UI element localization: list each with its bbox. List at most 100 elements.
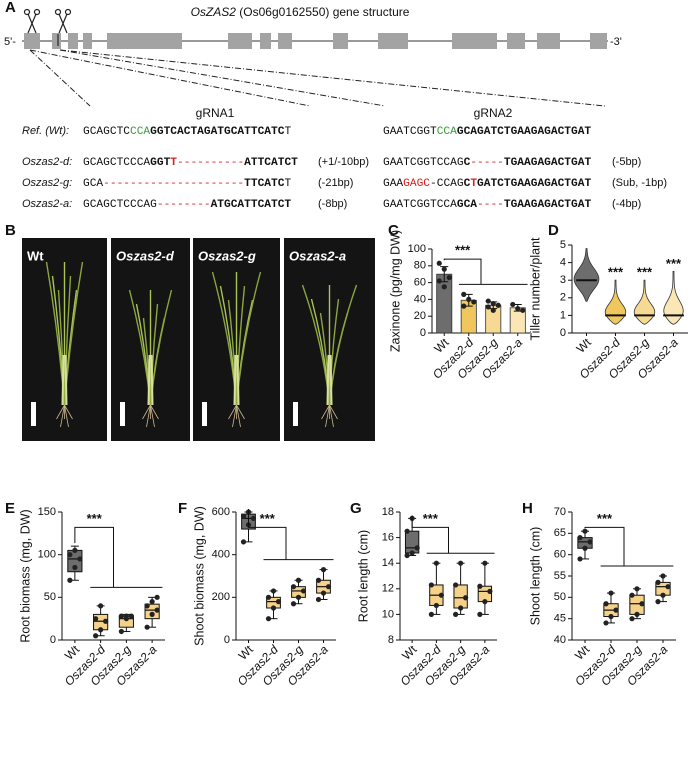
significance: *** bbox=[608, 265, 624, 280]
panel-letter: H bbox=[522, 500, 533, 517]
y-tick-label: 100 bbox=[408, 243, 426, 255]
y-tick-label: 1 bbox=[560, 309, 566, 321]
sequence-segment: T bbox=[284, 126, 291, 138]
three-prime: -3' bbox=[610, 36, 622, 48]
data-point bbox=[520, 307, 526, 313]
sequence-segment: ---- bbox=[477, 199, 504, 211]
data-point bbox=[487, 588, 493, 594]
y-tick-label: 8 bbox=[388, 634, 394, 646]
y-tick-label: 12 bbox=[382, 583, 394, 595]
y-tick-label: 400 bbox=[212, 549, 230, 561]
sequence-segment: ----- bbox=[470, 157, 504, 169]
scale-bar bbox=[293, 402, 298, 426]
data-point bbox=[315, 596, 322, 603]
sequence: GCAGCTCCCAGGTT----------ATTCATCT bbox=[83, 157, 298, 169]
plant-root bbox=[64, 404, 69, 428]
gene-structure bbox=[22, 33, 608, 49]
sequence: GAAGAGC-CCAGCTGATCTGAAGAGACTGAT bbox=[383, 178, 591, 190]
panel-letter: D bbox=[548, 222, 559, 239]
row-label: Ref. (Wt): bbox=[22, 125, 69, 137]
sequence-segment: GAA bbox=[383, 178, 403, 190]
y-tick-label: 0 bbox=[420, 327, 426, 339]
y-tick-label: 50 bbox=[554, 591, 566, 603]
data-point bbox=[290, 601, 297, 607]
exon bbox=[68, 33, 78, 49]
data-point bbox=[587, 539, 593, 545]
sequence-segment: GCAGCTCCCAG bbox=[83, 199, 157, 211]
plant-root bbox=[150, 404, 155, 428]
significance: *** bbox=[87, 511, 103, 526]
y-axis-label: Zaxinone (pg/mg DW) bbox=[388, 230, 402, 352]
data-point bbox=[300, 588, 307, 594]
data-point bbox=[77, 556, 83, 562]
violin bbox=[663, 271, 684, 325]
data-point bbox=[582, 528, 588, 534]
data-point bbox=[603, 601, 609, 607]
data-point bbox=[655, 599, 661, 605]
sequence-segment: -------- bbox=[157, 199, 211, 211]
sequence-segment: GAGC bbox=[403, 178, 430, 190]
y-tick-label: 0 bbox=[560, 327, 566, 339]
data-point bbox=[446, 274, 452, 281]
data-point bbox=[603, 620, 609, 626]
y-tick-label: 55 bbox=[554, 570, 566, 582]
sequence-segment: ATTCATCT bbox=[244, 157, 298, 169]
data-point bbox=[608, 613, 614, 620]
sequence-segment: T bbox=[170, 157, 177, 169]
sequence-segment: ATGCATTCATCT bbox=[211, 199, 292, 211]
five-prime: 5'- bbox=[4, 36, 16, 48]
data-point bbox=[93, 616, 99, 622]
sequence-segment: CCA bbox=[130, 126, 150, 138]
data-point bbox=[118, 613, 124, 619]
data-point bbox=[144, 624, 150, 630]
plant-root bbox=[146, 404, 151, 428]
sequence-segment: --------------------- bbox=[103, 178, 244, 190]
data-point bbox=[510, 301, 516, 308]
data-point bbox=[414, 545, 420, 551]
plant-root bbox=[56, 404, 65, 420]
plant-stem bbox=[326, 354, 333, 406]
data-point bbox=[275, 599, 282, 605]
y-tick-label: 4 bbox=[560, 257, 566, 269]
data-point bbox=[265, 616, 272, 622]
edit-note: (-8bp) bbox=[318, 198, 347, 210]
guide-line bbox=[59, 49, 606, 107]
data-point bbox=[265, 594, 272, 600]
y-tick-label: 65 bbox=[554, 527, 566, 539]
data-point bbox=[639, 601, 645, 607]
data-point bbox=[67, 577, 73, 583]
data-point bbox=[577, 556, 583, 562]
y-axis-label: Tiller number/plant bbox=[528, 237, 542, 341]
data-point bbox=[433, 560, 439, 566]
panel-letter: E bbox=[5, 500, 15, 517]
data-point bbox=[495, 302, 501, 308]
y-axis-label: Shoot length (cm) bbox=[528, 527, 542, 626]
plant-root bbox=[329, 404, 334, 428]
significance: *** bbox=[423, 511, 439, 526]
data-point bbox=[582, 545, 588, 551]
plant-root bbox=[325, 404, 330, 428]
data-point bbox=[154, 594, 160, 600]
data-point bbox=[441, 284, 447, 290]
data-point bbox=[436, 260, 442, 266]
data-point bbox=[471, 299, 477, 305]
sequence-segment: GGT bbox=[150, 157, 170, 169]
exon bbox=[83, 33, 92, 49]
sequence: GAATCGGTCCAGCA----TGAAGAGACTGAT bbox=[383, 199, 591, 211]
grna-label: gRNA2 bbox=[474, 106, 513, 120]
data-point bbox=[144, 603, 150, 609]
data-point bbox=[72, 564, 78, 571]
y-tick-label: 10 bbox=[382, 608, 394, 620]
data-point bbox=[453, 582, 459, 588]
y-tick-label: 40 bbox=[414, 293, 426, 305]
genotype-label: Wt bbox=[27, 248, 44, 263]
genotype-label: Oszas2-g bbox=[198, 248, 256, 263]
data-point bbox=[72, 547, 78, 554]
plant-root bbox=[60, 404, 65, 428]
sequence-segment: GGTCACTAGATGCATTCATC bbox=[150, 126, 285, 138]
data-point bbox=[466, 296, 472, 302]
sequence: GCAGCTCCCAGGTCACTAGATGCATTCATCT bbox=[83, 126, 291, 138]
significance-bracket bbox=[248, 509, 287, 560]
panel-letter: B bbox=[5, 222, 16, 239]
